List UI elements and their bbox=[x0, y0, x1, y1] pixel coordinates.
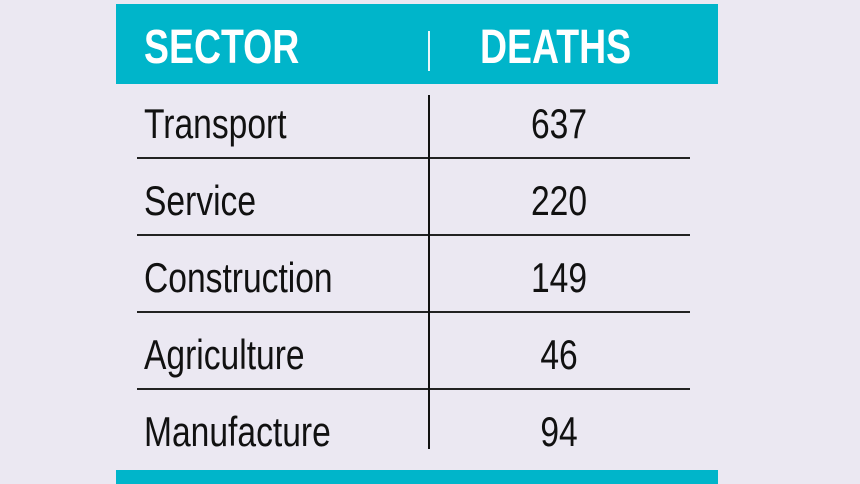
table-row: Construction 149 bbox=[0, 244, 860, 321]
sector-cell: Construction bbox=[144, 254, 333, 301]
row-divider bbox=[137, 311, 690, 313]
table-footer-bar bbox=[116, 470, 718, 484]
sector-cell: Agriculture bbox=[144, 331, 305, 378]
sector-cell: Service bbox=[144, 177, 257, 224]
deaths-cell: 220 bbox=[530, 177, 588, 224]
column-header-sector: SECTOR bbox=[144, 21, 300, 74]
header-divider bbox=[428, 31, 430, 71]
table-row: Manufacture 94 bbox=[0, 398, 860, 475]
column-header-deaths: DEATHS bbox=[480, 21, 632, 74]
table-row: Transport 637 bbox=[0, 90, 860, 167]
deaths-cell: 46 bbox=[540, 331, 578, 378]
table-row: Agriculture 46 bbox=[0, 321, 860, 398]
deaths-cell: 637 bbox=[530, 100, 588, 147]
row-divider bbox=[137, 157, 690, 159]
table-row: Service 220 bbox=[0, 167, 860, 244]
sector-cell: Manufacture bbox=[144, 408, 331, 455]
sector-cell: Transport bbox=[144, 100, 287, 147]
row-divider bbox=[137, 388, 690, 390]
table-header: SECTOR DEATHS bbox=[116, 4, 718, 84]
row-divider bbox=[137, 234, 690, 236]
deaths-cell: 94 bbox=[540, 408, 578, 455]
column-divider bbox=[428, 95, 430, 449]
deaths-cell: 149 bbox=[530, 254, 588, 301]
